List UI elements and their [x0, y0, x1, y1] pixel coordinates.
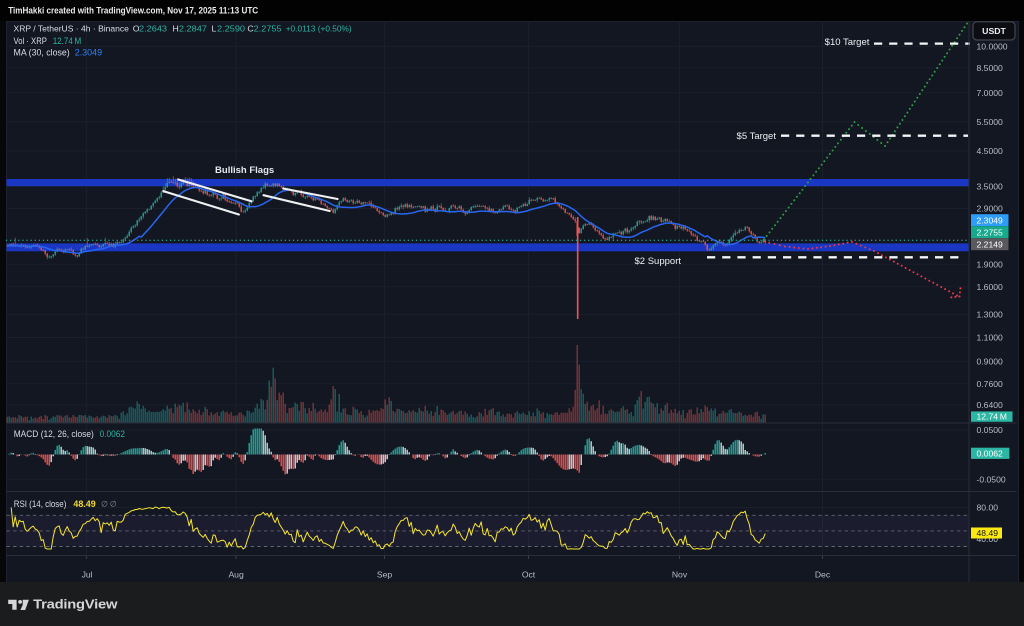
svg-text:H: H	[173, 23, 179, 33]
svg-text:O: O	[133, 23, 140, 33]
svg-text:2.2149: 2.2149	[977, 239, 1004, 249]
svg-text:RSI (14, close): RSI (14, close)	[14, 499, 67, 509]
svg-text:2.2643: 2.2643	[139, 23, 167, 33]
svg-text:C: C	[247, 23, 253, 33]
svg-text:2.2590: 2.2590	[217, 23, 245, 33]
svg-text:48.49: 48.49	[977, 528, 999, 538]
svg-text:2.3049: 2.3049	[977, 215, 1004, 225]
svg-text:+0.0113 (+0.50%): +0.0113 (+0.50%)	[286, 23, 352, 33]
svg-text:2.2755: 2.2755	[254, 23, 282, 33]
svg-text:Bullish Flags: Bullish Flags	[215, 165, 274, 176]
svg-text:40.00: 40.00	[977, 534, 999, 544]
svg-text:∅: ∅	[110, 500, 117, 509]
svg-text:2.9000: 2.9000	[977, 204, 1004, 214]
svg-text:1.3000: 1.3000	[977, 310, 1004, 320]
svg-text:2.3049: 2.3049	[75, 48, 102, 58]
svg-text:TradingView: TradingView	[33, 598, 118, 612]
svg-text:MACD (12, 26, close): MACD (12, 26, close)	[14, 429, 94, 439]
svg-text:7.0000: 7.0000	[977, 88, 1004, 98]
svg-text:3.5000: 3.5000	[977, 181, 1004, 191]
svg-text:1.6000: 1.6000	[977, 282, 1004, 292]
svg-text:12.74 M: 12.74 M	[977, 412, 1007, 422]
svg-text:2.2847: 2.2847	[179, 23, 207, 33]
svg-text:2.2755: 2.2755	[977, 227, 1004, 237]
svg-text:0.7600: 0.7600	[977, 379, 1004, 389]
svg-text:8.5000: 8.5000	[977, 63, 1004, 73]
svg-text:10.0000: 10.0000	[977, 42, 1008, 52]
svg-text:0.9000: 0.9000	[977, 356, 1004, 366]
svg-text:Jul: Jul	[82, 570, 93, 580]
svg-text:L: L	[212, 23, 217, 33]
svg-text:0.6400: 0.6400	[977, 400, 1004, 410]
svg-text:$2 Support: $2 Support	[635, 256, 682, 267]
svg-text:Nov: Nov	[672, 570, 688, 580]
svg-text:XRP / TetherUS · 4h · Binance: XRP / TetherUS · 4h · Binance	[14, 23, 130, 33]
svg-text:$5 Target: $5 Target	[737, 131, 777, 142]
svg-text:0.0500: 0.0500	[977, 425, 1004, 435]
svg-text:4.5000: 4.5000	[977, 146, 1004, 156]
svg-text:5.5000: 5.5000	[977, 117, 1004, 127]
svg-text:Oct: Oct	[522, 570, 536, 580]
svg-text:USDT: USDT	[982, 26, 1006, 36]
svg-text:Vol · XRP: Vol · XRP	[14, 36, 47, 46]
svg-text:-0.0500: -0.0500	[977, 474, 1006, 484]
svg-text:Aug: Aug	[228, 570, 244, 580]
svg-text:12.74 M: 12.74 M	[53, 36, 82, 46]
svg-text:48.49: 48.49	[73, 499, 95, 509]
svg-text:80.00: 80.00	[977, 502, 999, 512]
svg-text:0.0062: 0.0062	[100, 429, 125, 439]
svg-text:$10 Target: $10 Target	[825, 37, 870, 48]
svg-text:MA (30, close): MA (30, close)	[14, 48, 70, 58]
svg-text:1.1000: 1.1000	[977, 333, 1004, 343]
svg-text:∅: ∅	[101, 500, 108, 509]
svg-text:Dec: Dec	[815, 570, 831, 580]
svg-text:Sep: Sep	[377, 570, 393, 580]
svg-text:0.0062: 0.0062	[977, 448, 1004, 458]
svg-text:1.9000: 1.9000	[977, 259, 1004, 269]
svg-text:TimHakki created with TradingV: TimHakki created with TradingView.com, N…	[8, 6, 259, 16]
